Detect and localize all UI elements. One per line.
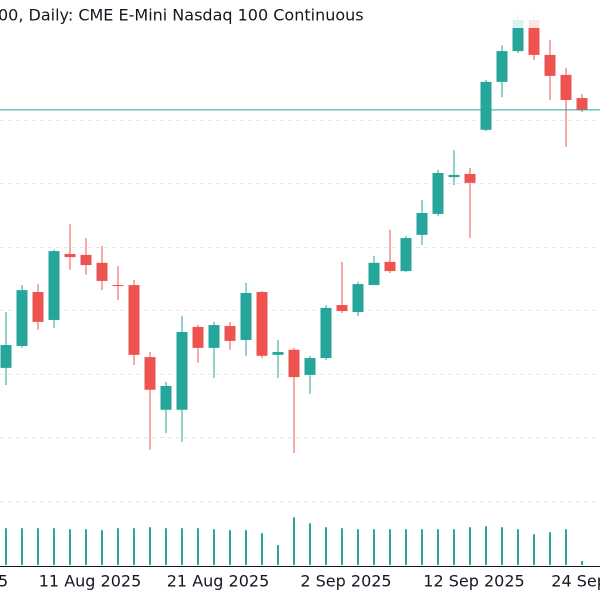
candle-body bbox=[496, 51, 508, 82]
volume-bar bbox=[53, 528, 55, 565]
candle-body bbox=[400, 238, 412, 272]
candle-body bbox=[32, 292, 44, 322]
candle-body bbox=[240, 292, 252, 340]
volume-bar bbox=[5, 528, 7, 565]
volume-bar bbox=[181, 528, 183, 565]
candle-body bbox=[448, 174, 460, 178]
candle-body bbox=[544, 54, 556, 76]
candle-body bbox=[480, 81, 492, 130]
candle-body bbox=[304, 358, 316, 375]
candle-body bbox=[576, 98, 588, 110]
volume-bar bbox=[485, 526, 487, 565]
x-tick-label: 21 Aug 2025 bbox=[167, 572, 270, 591]
grid bbox=[0, 120, 600, 502]
x-tick-label: 1 Aug 2025 bbox=[0, 572, 8, 591]
volume-bar bbox=[501, 527, 503, 565]
volume-bar bbox=[469, 527, 471, 565]
volume-bar bbox=[69, 529, 71, 565]
volume-bar bbox=[245, 530, 247, 565]
candle-body bbox=[128, 285, 140, 355]
candle-body bbox=[224, 325, 236, 341]
volume-bar bbox=[389, 529, 391, 565]
candle-body bbox=[112, 285, 124, 287]
candle-body bbox=[256, 292, 268, 356]
candle-body bbox=[512, 19, 524, 52]
volume-bar bbox=[373, 529, 375, 565]
volume-bar bbox=[21, 528, 23, 565]
volume-bar bbox=[133, 528, 135, 565]
x-axis: 1 Aug 2025 11 Aug 2025 21 Aug 2025 2 Sep 20… bbox=[0, 572, 600, 591]
candle-body bbox=[96, 262, 108, 281]
volume-bar bbox=[309, 523, 311, 565]
volume-bar bbox=[421, 529, 423, 565]
volume-bar bbox=[533, 534, 535, 565]
candle-body bbox=[288, 349, 300, 378]
candle-body bbox=[48, 251, 60, 320]
candle-body bbox=[160, 385, 172, 410]
candle-body bbox=[208, 325, 220, 348]
volume-bar bbox=[325, 527, 327, 565]
volume-bar bbox=[293, 517, 295, 565]
candle-body bbox=[560, 74, 572, 100]
volume-bar bbox=[197, 528, 199, 565]
candle-body bbox=[336, 305, 348, 312]
volume-bar bbox=[517, 529, 519, 565]
candle-body bbox=[368, 262, 380, 286]
volume-bar bbox=[549, 532, 551, 565]
volume-bar bbox=[453, 529, 455, 565]
candle-body bbox=[432, 172, 444, 214]
volume-bar bbox=[37, 528, 39, 565]
candle-body bbox=[64, 253, 76, 258]
candle-body bbox=[144, 357, 156, 390]
candle-body bbox=[272, 352, 284, 355]
volume-bar bbox=[261, 533, 263, 565]
x-tick-label: 12 Sep 2025 bbox=[423, 572, 524, 591]
candle-body bbox=[192, 326, 204, 348]
x-tick-label: 11 Aug 2025 bbox=[39, 572, 142, 591]
candle-body bbox=[352, 284, 364, 313]
x-tick-label: 24 Sep 2025 bbox=[551, 572, 600, 591]
candle-body bbox=[384, 261, 396, 272]
candle-body bbox=[176, 332, 188, 410]
volume-bar bbox=[341, 528, 343, 565]
volume-bar bbox=[149, 527, 151, 565]
candles bbox=[0, 14, 588, 453]
volume-bar bbox=[581, 561, 583, 565]
volume-bar bbox=[405, 529, 407, 565]
candle-body bbox=[0, 345, 12, 368]
volume-bar bbox=[117, 528, 119, 565]
candle-body bbox=[416, 212, 428, 235]
volume-bar bbox=[437, 529, 439, 565]
volume-bar bbox=[229, 530, 231, 565]
candle-body bbox=[528, 19, 540, 55]
volume-bar bbox=[101, 530, 103, 565]
chart-title: 00, Daily: CME E-Mini Nasdaq 100 Continu… bbox=[0, 6, 364, 25]
x-tick-label: 2 Sep 2025 bbox=[300, 572, 391, 591]
candle-body bbox=[80, 254, 92, 266]
volume-bar bbox=[213, 529, 215, 565]
volume-bar bbox=[165, 528, 167, 565]
volume-bar bbox=[357, 529, 359, 565]
candle-body bbox=[320, 307, 332, 359]
volume-bar bbox=[277, 545, 279, 565]
volume-bar bbox=[565, 529, 567, 565]
title-backdrop bbox=[0, 0, 600, 28]
candle-body bbox=[464, 173, 476, 183]
volume-bars bbox=[5, 517, 583, 565]
candle-body bbox=[16, 290, 28, 346]
volume-bar bbox=[85, 529, 87, 565]
